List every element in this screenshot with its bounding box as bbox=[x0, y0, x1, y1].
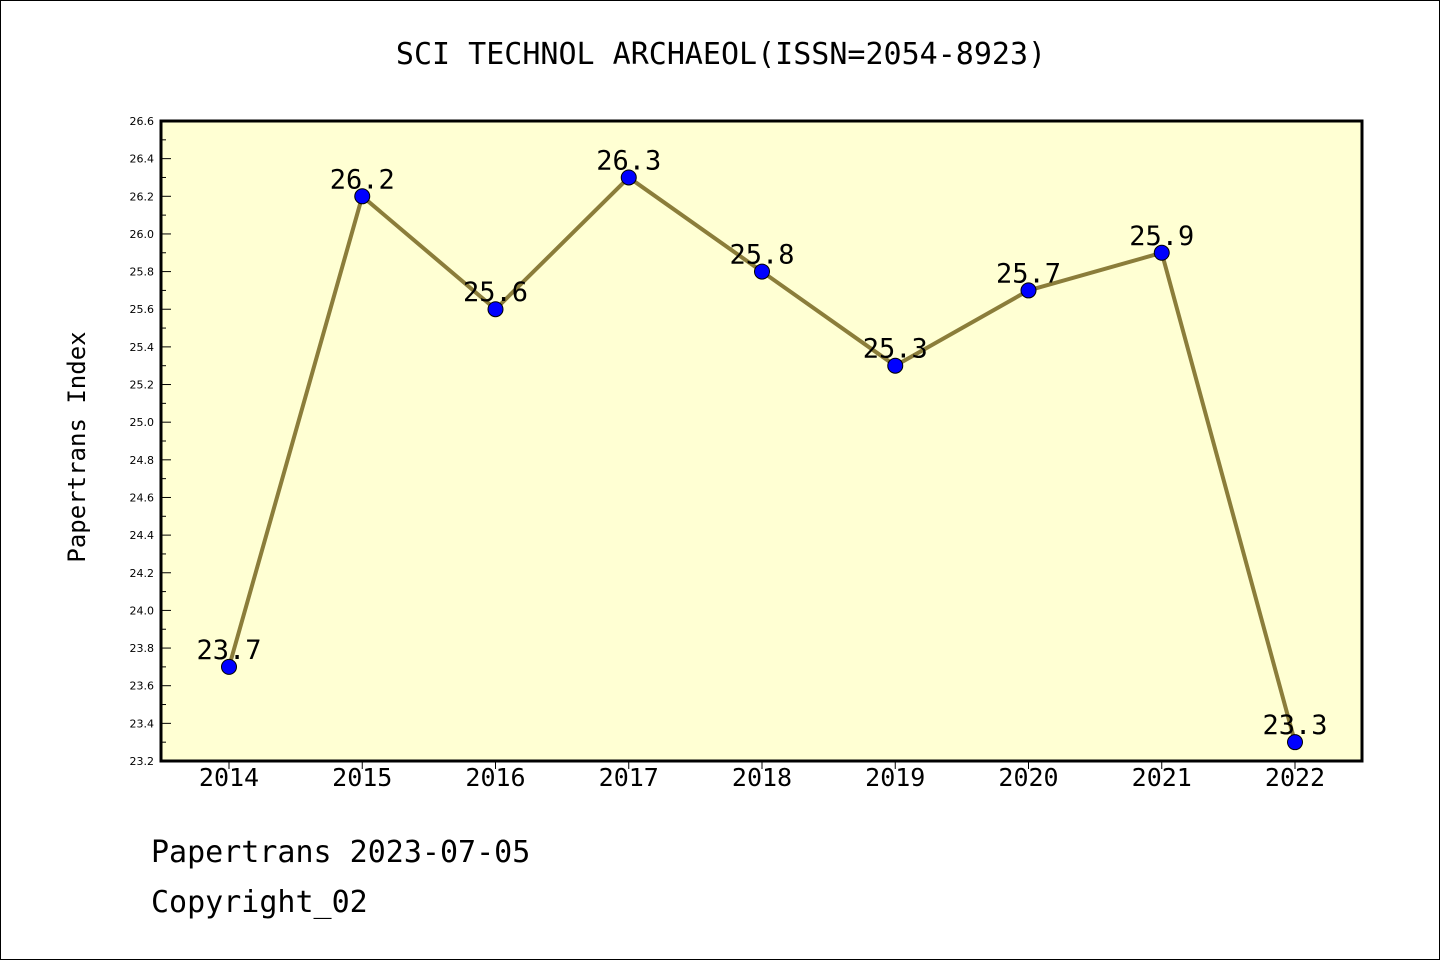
data-point bbox=[1020, 282, 1037, 299]
data-label: 26.3 bbox=[596, 145, 661, 176]
data-label: 23.7 bbox=[196, 635, 261, 666]
data-point bbox=[754, 263, 770, 280]
chart-title: SCI TECHNOL ARCHAEOL(ISSN=2054-8923) bbox=[395, 37, 1047, 72]
y-tick-label: 26.2 bbox=[130, 190, 155, 203]
data-label: 25.7 bbox=[996, 258, 1061, 289]
y-tick-label: 25.6 bbox=[130, 303, 155, 316]
y-tick-label: 24.8 bbox=[130, 454, 155, 467]
plot-area bbox=[161, 121, 1362, 761]
y-tick-label: 24.6 bbox=[130, 491, 155, 504]
y-tick-label: 26.4 bbox=[130, 153, 155, 166]
y-tick-label: 23.6 bbox=[130, 680, 155, 693]
x-tick-label: 2017 bbox=[599, 763, 659, 792]
x-tick-label: 2015 bbox=[332, 763, 392, 792]
x-tick-label: 2020 bbox=[998, 763, 1058, 792]
y-tick-label: 23.4 bbox=[130, 717, 155, 730]
x-tick-label: 2014 bbox=[199, 763, 259, 792]
y-tick-label: 23.8 bbox=[130, 642, 155, 655]
data-label: 25.8 bbox=[729, 240, 794, 271]
data-point bbox=[487, 301, 504, 318]
data-point bbox=[620, 169, 637, 186]
y-tick-label: 24.2 bbox=[130, 567, 155, 580]
y-tick-label: 26.6 bbox=[130, 115, 155, 128]
data-point bbox=[1287, 734, 1303, 751]
x-tick-label: 2021 bbox=[1132, 763, 1192, 792]
data-label: 23.3 bbox=[1262, 710, 1327, 741]
x-tick-label: 2022 bbox=[1265, 763, 1325, 792]
x-tick-label: 2018 bbox=[732, 763, 792, 792]
data-label: 26.2 bbox=[330, 164, 395, 195]
y-tick-label: 24.4 bbox=[130, 529, 155, 542]
y-tick-label: 25.8 bbox=[130, 266, 155, 279]
data-label: 25.9 bbox=[1129, 221, 1194, 252]
x-tick-label: 2016 bbox=[465, 763, 525, 792]
data-point bbox=[887, 357, 904, 374]
footer-date: Papertrans 2023-07-05 bbox=[151, 835, 531, 870]
data-point bbox=[221, 658, 237, 675]
y-tick-label: 24.0 bbox=[130, 604, 155, 617]
y-tick-label: 25.0 bbox=[130, 416, 155, 429]
y-tick-label: 23.2 bbox=[130, 755, 155, 768]
x-axis-ticks: 2014 2015 2016 2017 2018 2019 2020 2021 2022 bbox=[199, 761, 1325, 792]
data-label: 25.3 bbox=[863, 334, 928, 365]
y-tick-label: 25.4 bbox=[130, 341, 155, 354]
data-label: 25.6 bbox=[463, 277, 528, 308]
y-axis-ticks: 23.2 23.4 23.6 23.8 24.0 24.2 24.4 24.6 24.8 25.0… bbox=[130, 115, 171, 768]
x-tick-label: 2019 bbox=[865, 763, 925, 792]
data-point bbox=[1153, 244, 1170, 261]
y-tick-label: 25.2 bbox=[130, 379, 155, 392]
series-group: 23.7 26.2 25.6 26.3 25.8 25.3 25.7 25.9 23.3 bbox=[196, 145, 1328, 751]
plot-frame bbox=[159, 119, 1364, 763]
footer-copyright: Copyright_02 bbox=[151, 885, 368, 920]
y-tick-label: 26.0 bbox=[130, 228, 155, 241]
data-point bbox=[354, 188, 371, 205]
